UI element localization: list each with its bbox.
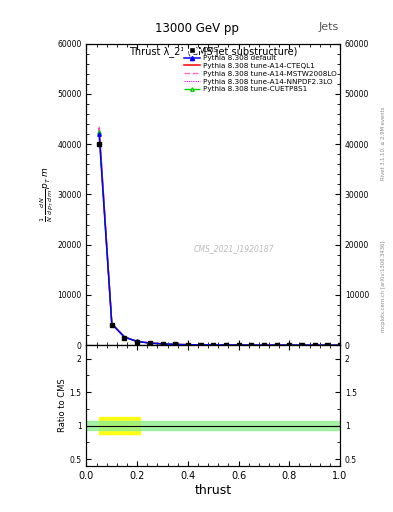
Text: Rivet 3.1.10, ≥ 2.9M events: Rivet 3.1.10, ≥ 2.9M events [381,106,386,180]
Y-axis label: $\frac{1}{N}\,\frac{d\,N}{d\,p_T\,d\,m}\,p_T\,m$: $\frac{1}{N}\,\frac{d\,N}{d\,p_T\,d\,m}\… [39,167,56,222]
X-axis label: thrust: thrust [195,483,232,497]
Text: CMS_2021_I1920187: CMS_2021_I1920187 [193,244,274,253]
Legend: CMS, Pythia 8.308 default, Pythia 8.308 tune-A14-CTEQL1, Pythia 8.308 tune-A14-M: CMS, Pythia 8.308 default, Pythia 8.308 … [182,46,338,94]
Text: Thrust λ_2¹ (CMS jet substructure): Thrust λ_2¹ (CMS jet substructure) [129,47,298,57]
Y-axis label: Ratio to CMS: Ratio to CMS [58,379,67,433]
Text: mcplots.cern.ch [arXiv:1306.3436]: mcplots.cern.ch [arXiv:1306.3436] [381,241,386,332]
Text: Jets: Jets [318,22,339,32]
Text: 13000 GeV pp: 13000 GeV pp [154,22,239,34]
